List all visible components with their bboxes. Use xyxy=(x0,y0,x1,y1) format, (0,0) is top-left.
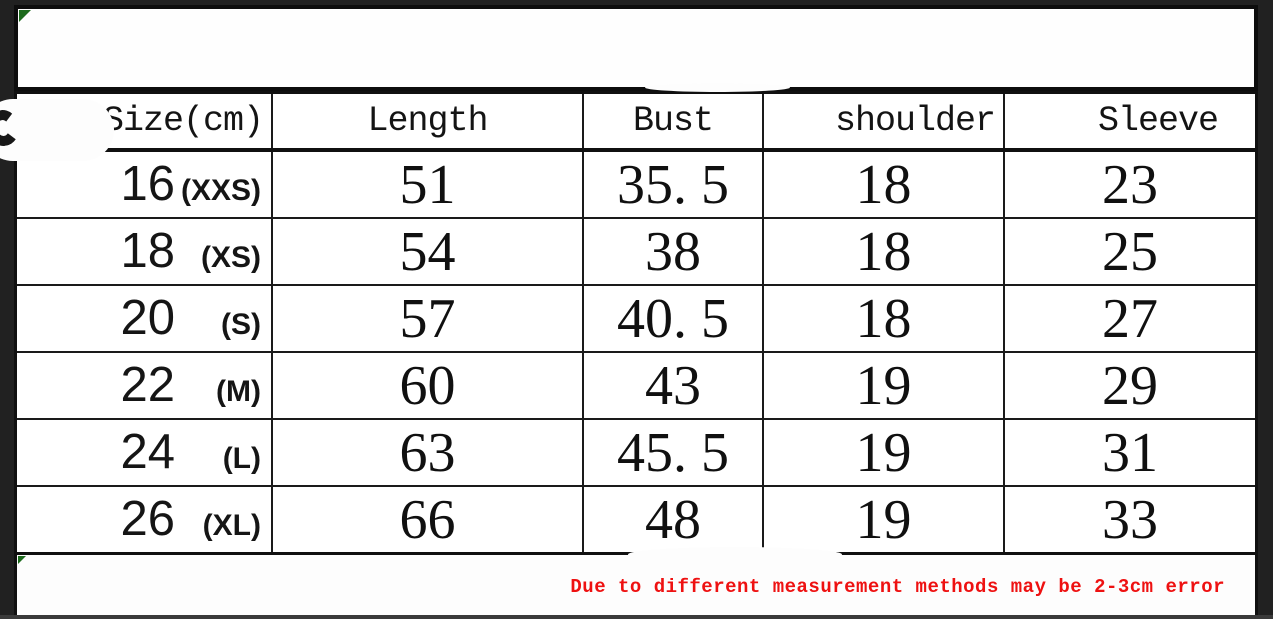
cell-length: 60 xyxy=(273,353,584,418)
footnote-panel: Due to different measurement methods may… xyxy=(14,555,1258,615)
cell-bust: 35. 5 xyxy=(584,152,764,217)
cell-shoulder: 18 xyxy=(764,286,1005,351)
size-number: 24 xyxy=(120,425,175,479)
size-number: 26 xyxy=(120,492,175,546)
size-label: (XS) xyxy=(201,241,261,274)
cell-sleeve: 33 xyxy=(1102,488,1158,551)
table-row: 22 (M) 60 43 19 29 xyxy=(17,353,1255,420)
cell-shoulder: 19 xyxy=(764,353,1005,418)
size-label: (XL) xyxy=(202,509,261,542)
cell-length: 54 xyxy=(273,219,584,284)
cell-bust: 43 xyxy=(584,353,764,418)
table-row: 24 (L) 63 45. 5 19 31 xyxy=(17,420,1255,487)
white-smudge-artifact xyxy=(0,99,114,161)
size-number: 20 xyxy=(120,291,175,345)
cell-size: 22 (M) xyxy=(17,353,273,418)
green-corner-marker-icon xyxy=(18,556,26,564)
border-gap-artifact xyxy=(645,83,790,92)
cell-size: 18 (XS) xyxy=(17,219,273,284)
cell-sleeve: 27 xyxy=(1102,287,1158,350)
cell-length: 57 xyxy=(273,286,584,351)
cell-size: 24 (L) xyxy=(17,420,273,485)
cell-sleeve: 25 xyxy=(1102,220,1158,283)
cell-sleeve: 31 xyxy=(1102,421,1158,484)
size-label: (S) xyxy=(221,308,261,341)
cell-shoulder: 18 xyxy=(764,152,1005,217)
cell-length: 51 xyxy=(273,152,584,217)
measurement-error-note: Due to different measurement methods may… xyxy=(570,576,1225,598)
header-length: Length xyxy=(273,94,584,148)
header-size: Size(cm) xyxy=(17,94,273,148)
cell-sleeve: 23 xyxy=(1102,153,1158,216)
table-header-row: Size(cm) Length Bust shoulder Sleeve xyxy=(17,94,1255,152)
header-bust: Bust xyxy=(584,94,764,148)
table-row: 20 (S) 57 40. 5 18 27 xyxy=(17,286,1255,353)
top-title-panel xyxy=(14,5,1258,91)
header-shoulder: shoulder xyxy=(764,94,1005,148)
table-row: 18 (XS) 54 38 18 25 xyxy=(17,219,1255,286)
cell-length: 66 xyxy=(273,487,584,552)
header-sleeve: Sleeve xyxy=(1097,101,1219,141)
size-label: (L) xyxy=(222,442,261,475)
cell-size: 16 (XXS) xyxy=(17,152,273,217)
cell-size: 26 (XL) xyxy=(17,487,273,552)
size-number: 22 xyxy=(120,358,175,412)
cell-bust: 40. 5 xyxy=(584,286,764,351)
size-number: 16 xyxy=(120,157,175,211)
green-corner-marker-icon xyxy=(19,10,31,22)
size-label: (XXS) xyxy=(180,174,261,207)
bottom-edge-strip xyxy=(0,615,1273,619)
cell-bust: 45. 5 xyxy=(584,420,764,485)
cell-size: 20 (S) xyxy=(17,286,273,351)
cell-sleeve: 29 xyxy=(1102,354,1158,417)
table-row: 26 (XL) 66 48 19 33 xyxy=(17,487,1255,552)
table-row: 16 (XXS) 51 35. 5 18 23 xyxy=(17,152,1255,219)
cell-shoulder: 19 xyxy=(764,487,1005,552)
border-gap-artifact xyxy=(628,547,842,562)
cell-length: 63 xyxy=(273,420,584,485)
cell-shoulder: 18 xyxy=(764,219,1005,284)
cell-shoulder: 19 xyxy=(764,420,1005,485)
size-label: (M) xyxy=(216,375,261,408)
cell-bust: 38 xyxy=(584,219,764,284)
cell-bust: 48 xyxy=(584,487,764,552)
size-chart-table: Size(cm) Length Bust shoulder Sleeve 16(… xyxy=(14,91,1258,555)
size-number: 18 xyxy=(120,224,175,278)
